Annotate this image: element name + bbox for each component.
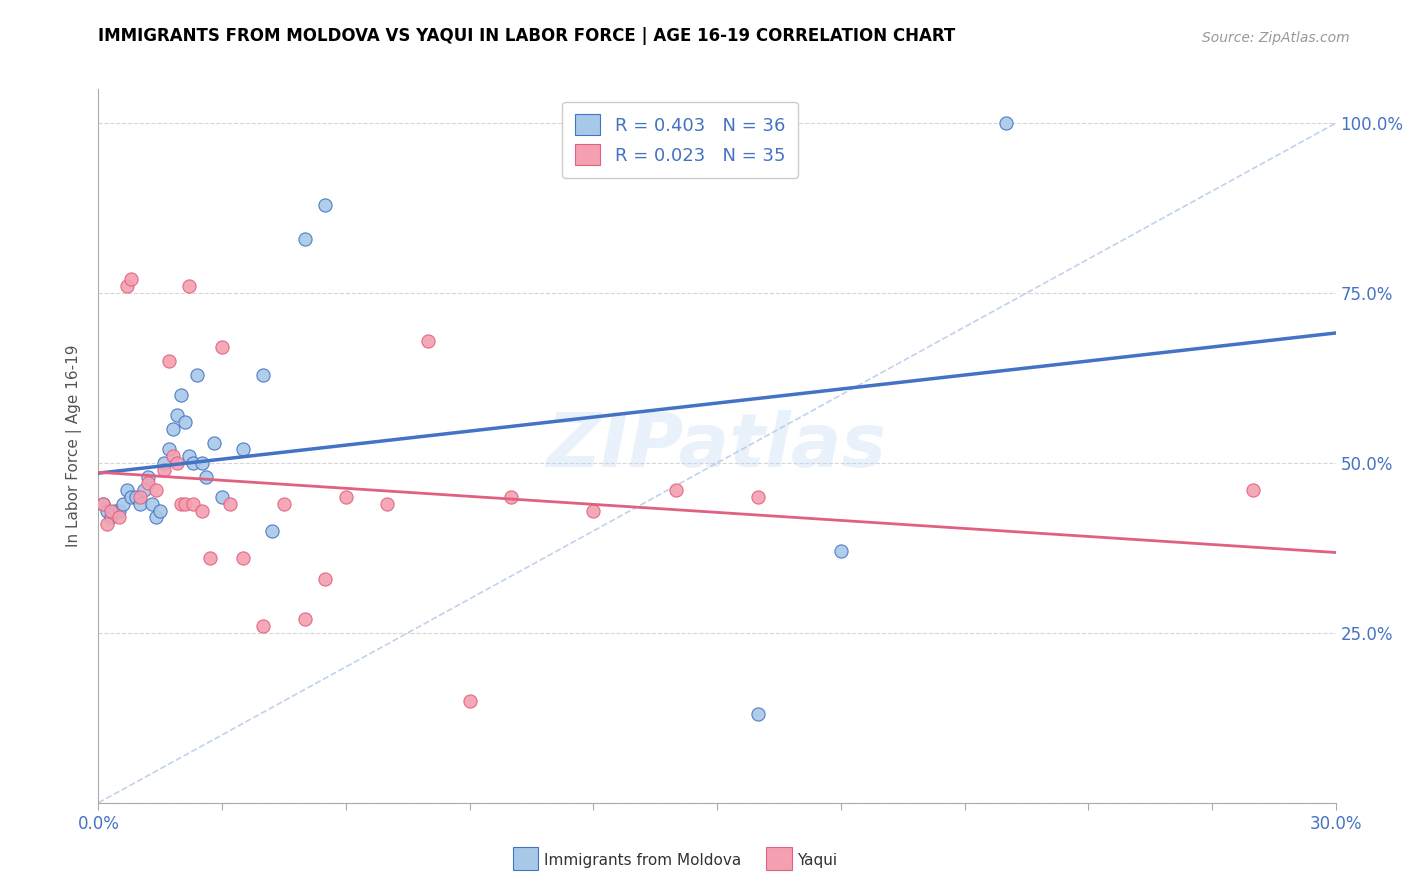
Point [96,517,118,532]
Point [108,503,131,517]
Point [582,503,605,517]
Point [112,497,135,511]
Point [458,694,481,708]
Point [1241,483,1264,498]
Point [91,497,114,511]
Point [157,442,180,457]
Point [219,497,242,511]
Text: ZIPatlas: ZIPatlas [547,409,887,483]
Point [294,612,316,626]
Point [170,497,193,511]
Text: Immigrants from Moldova: Immigrants from Moldova [544,854,741,868]
Point [294,232,316,246]
Point [314,198,336,212]
Point [120,490,142,504]
Point [186,368,208,382]
Point [418,334,440,348]
Point [145,483,167,498]
Point [117,279,139,293]
Y-axis label: In Labor Force | Age 16-19: In Labor Force | Age 16-19 [66,344,83,548]
Point [162,449,184,463]
Point [166,409,188,423]
Point [100,503,122,517]
Point [202,435,225,450]
Point [104,503,127,517]
Point [128,490,150,504]
Point [499,490,522,504]
Point [120,272,142,286]
Text: Yaqui: Yaqui [797,854,838,868]
Point [181,497,204,511]
Point [194,469,217,483]
Point [211,490,233,504]
Point [174,497,197,511]
Point [198,551,221,566]
Point [128,497,150,511]
Point [190,456,212,470]
Point [211,341,233,355]
Point [166,456,188,470]
Point [252,368,274,382]
Point [232,551,254,566]
Point [136,469,159,483]
Point [153,456,176,470]
Point [252,619,274,633]
Point [174,415,197,429]
Legend: R = 0.403   N = 36, R = 0.023   N = 35: R = 0.403 N = 36, R = 0.023 N = 35 [562,102,797,178]
Point [157,354,180,368]
Point [232,442,254,457]
Point [145,510,167,524]
Point [124,490,146,504]
Point [747,707,769,722]
Point [994,116,1017,130]
Point [141,497,163,511]
Point [96,503,118,517]
Point [830,544,852,558]
Point [375,497,398,511]
Point [335,490,357,504]
Point [179,449,201,463]
Point [117,483,139,498]
Point [108,510,131,524]
Point [179,279,201,293]
Point [136,476,159,491]
Point [149,503,172,517]
Point [260,524,283,538]
Point [132,483,155,498]
Point [747,490,769,504]
Point [190,503,212,517]
Text: IMMIGRANTS FROM MOLDOVA VS YAQUI IN LABOR FORCE | AGE 16-19 CORRELATION CHART: IMMIGRANTS FROM MOLDOVA VS YAQUI IN LABO… [98,27,956,45]
Point [170,388,193,402]
Point [153,463,176,477]
Point [91,497,114,511]
Text: Source: ZipAtlas.com: Source: ZipAtlas.com [1202,30,1350,45]
Point [314,572,336,586]
Point [100,510,122,524]
Point [181,456,204,470]
Point [665,483,688,498]
Point [162,422,184,436]
Point [273,497,295,511]
